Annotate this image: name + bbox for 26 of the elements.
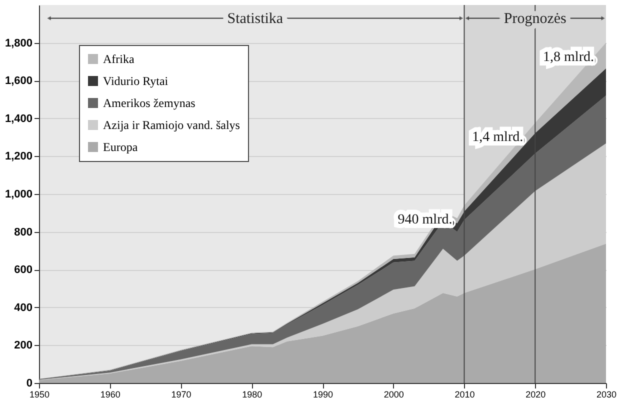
y-tick-label: 1,200 <box>4 150 32 163</box>
annotation: 1,8 mlrd. <box>543 50 594 65</box>
y-tick-label: 400 <box>14 302 32 314</box>
x-tick-label: 1970 <box>171 390 192 400</box>
x-tick-label: 2030 <box>596 390 617 400</box>
y-tick-label: 0 <box>26 378 32 390</box>
x-tick-label: 2000 <box>384 390 404 400</box>
y-tick-label: 1,000 <box>4 188 32 200</box>
y-tick-label: 1,400 <box>4 112 32 125</box>
annotation: 1,4 mlrd. <box>472 130 524 145</box>
x-tick-label: 2020 <box>526 390 546 400</box>
x-tick-label: 1980 <box>242 390 262 400</box>
x-tick-label: 1990 <box>312 390 334 400</box>
y-tick-label: 1,800 <box>4 37 32 50</box>
x-tick-label: 1950 <box>29 390 50 400</box>
legend-label: Amerikos žemynas <box>103 96 196 110</box>
y-tick-label: 800 <box>14 226 32 238</box>
y-tick-label: 600 <box>14 264 32 276</box>
legend-label: Afrika <box>103 52 135 66</box>
legend-label: Azija ir Ramiojo vand. šalys <box>103 118 240 132</box>
legend-label: Vidurio Rytai <box>103 74 169 88</box>
y-tick-label: 200 <box>14 340 32 352</box>
x-tick-label: 1960 <box>100 390 120 400</box>
x-tick-label: 2010 <box>454 390 475 400</box>
legend-label: Europa <box>103 140 138 154</box>
y-tick-label: 1,600 <box>4 75 32 88</box>
